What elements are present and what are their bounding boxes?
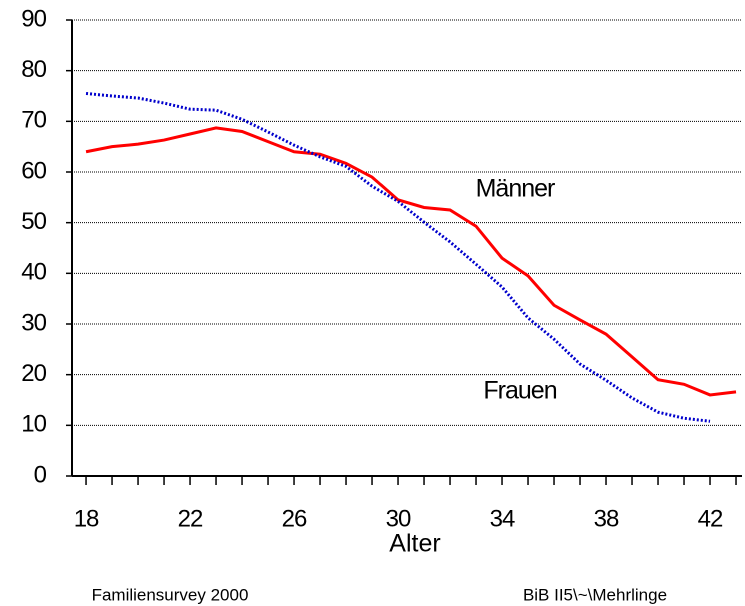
y-tick-label: 80	[21, 56, 46, 83]
x-tick-label: 18	[74, 505, 99, 532]
y-tick-label: 60	[21, 157, 46, 184]
x-tick-label: 22	[178, 505, 203, 532]
x-tick-label: 38	[594, 505, 619, 532]
y-tick-label: 30	[21, 309, 46, 336]
line-0	[85, 126, 737, 397]
x-tick-label: 26	[282, 505, 307, 532]
y-tick-label: 40	[21, 259, 46, 286]
x-tick-label: 42	[698, 505, 723, 532]
y-tick-label: 70	[21, 107, 46, 134]
x-tick-label: 34	[490, 505, 515, 532]
line-1	[85, 91, 711, 423]
x-tick-label: 30	[386, 505, 411, 532]
footer-right: BiB II5\~\Mehrlinge	[523, 585, 667, 604]
y-tick-label: 50	[21, 208, 46, 235]
y-tick-label: 0	[34, 461, 47, 488]
y-tick-label: 90	[21, 5, 46, 32]
y-tick-label: 10	[21, 411, 46, 438]
y-tick-label: 20	[21, 360, 46, 387]
series-label: Männer	[476, 175, 555, 203]
series-label: Frauen	[483, 377, 556, 405]
x-axis-label: Alter	[389, 530, 440, 558]
footer-left: Familiensurvey 2000	[92, 585, 249, 604]
